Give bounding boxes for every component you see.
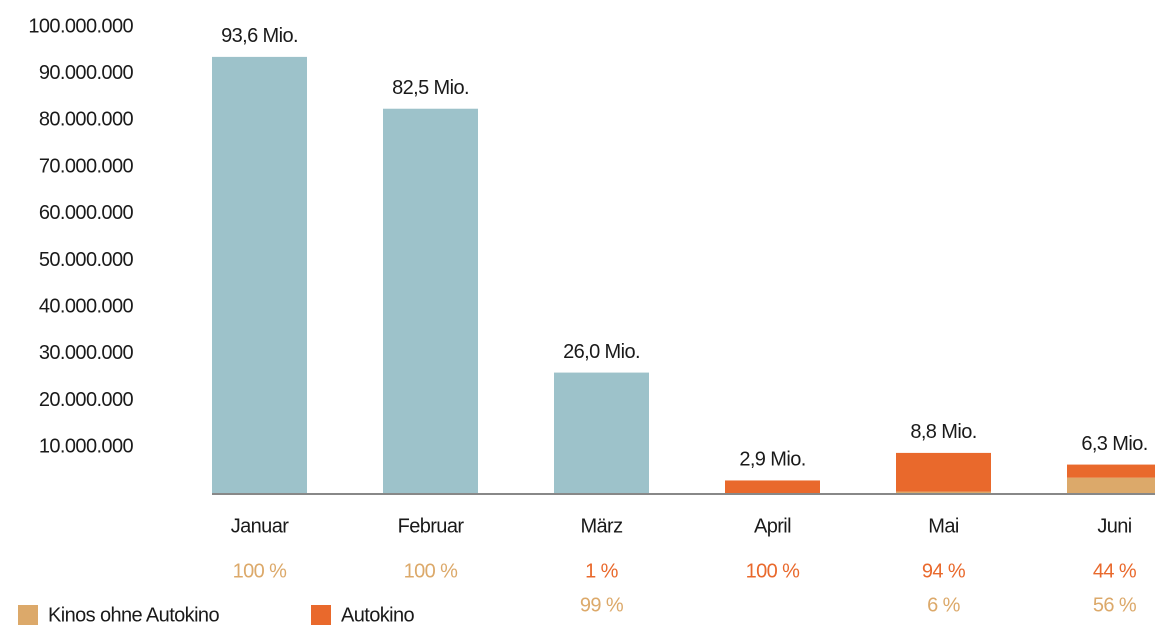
share-label: 100 % <box>404 560 459 582</box>
bar <box>212 56 307 494</box>
y-tick-label: 80.000.000 <box>39 109 134 131</box>
legend-swatch <box>311 605 331 625</box>
bar <box>383 108 478 494</box>
total-label: 8,8 Mio. <box>910 421 976 443</box>
share-label: 94 % <box>922 560 966 582</box>
legend-label: Autokino <box>341 604 415 626</box>
x-tick-label: Mai <box>928 515 959 537</box>
y-tick-label: 10.000.000 <box>39 436 134 458</box>
total-label: 93,6 Mio. <box>221 25 298 47</box>
y-tick-label: 100.000.000 <box>28 15 133 37</box>
y-tick-label: 90.000.000 <box>39 62 134 84</box>
bar-segment <box>896 452 991 492</box>
share-label: 100 % <box>746 560 801 582</box>
share-label: 99 % <box>580 594 624 616</box>
total-label: 2,9 Mio. <box>739 449 805 471</box>
x-tick-label: Juni <box>1097 515 1131 537</box>
share-label: 44 % <box>1093 560 1137 582</box>
total-label: 82,5 Mio. <box>392 77 469 99</box>
share-label: 6 % <box>927 594 960 616</box>
legend-swatch <box>18 605 38 625</box>
y-tick-label: 40.000.000 <box>39 295 134 317</box>
y-tick-label: 30.000.000 <box>39 342 134 364</box>
share-label: 56 % <box>1093 594 1137 616</box>
legend-label: Kinos ohne Autokino <box>48 604 219 626</box>
bar <box>554 372 649 494</box>
x-tick-label: Januar <box>231 515 289 537</box>
x-tick-label: März <box>580 515 622 537</box>
y-tick-label: 60.000.000 <box>39 202 134 224</box>
bar-segment <box>1067 477 1155 494</box>
y-tick-label: 20.000.000 <box>39 389 134 411</box>
share-label: 100 % <box>233 560 288 582</box>
total-label: 26,0 Mio. <box>563 341 640 363</box>
bar-segment <box>896 491 991 494</box>
bar-segment <box>725 480 820 494</box>
x-tick-label: Februar <box>398 515 465 537</box>
y-tick-label: 70.000.000 <box>39 155 134 177</box>
x-tick-label: April <box>754 515 791 537</box>
y-tick-label: 50.000.000 <box>39 249 134 271</box>
share-label: 1 % <box>585 560 618 582</box>
bar-segment <box>1067 464 1155 478</box>
total-label: 6,3 Mio. <box>1081 433 1147 455</box>
